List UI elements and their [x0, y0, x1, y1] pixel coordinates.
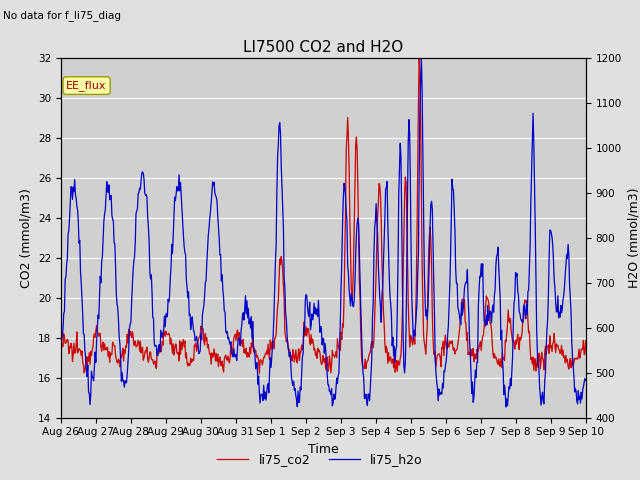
- Y-axis label: H2O (mmol/m3): H2O (mmol/m3): [627, 187, 640, 288]
- li75_h2o: [387, 301, 394, 307]
- li75_co2: [120, 348, 128, 353]
- Text: EE_flux: EE_flux: [67, 80, 107, 91]
- li75_co2: [202, 331, 209, 336]
- li75_co2: [255, 371, 263, 376]
- Y-axis label: CO2 (mmol/m3): CO2 (mmol/m3): [19, 188, 32, 288]
- Legend: li75_co2, li75_h2o: li75_co2, li75_h2o: [212, 448, 428, 471]
- li75_h2o: [417, 54, 425, 60]
- li75_co2: [582, 338, 589, 344]
- li75_co2: [173, 351, 181, 357]
- Text: No data for f_li75_diag: No data for f_li75_diag: [3, 11, 121, 22]
- Line: li75_co2: li75_co2: [61, 58, 586, 373]
- li75_h2o: [120, 384, 128, 390]
- li75_h2o: [67, 199, 74, 205]
- li75_h2o: [173, 188, 181, 193]
- li75_h2o: [202, 280, 209, 286]
- li75_co2: [67, 345, 74, 351]
- li75_co2: [415, 55, 423, 60]
- li75_co2: [403, 217, 411, 223]
- li75_co2: [388, 360, 396, 366]
- X-axis label: Time: Time: [308, 443, 339, 456]
- li75_h2o: [402, 326, 410, 332]
- li75_h2o: [502, 404, 510, 410]
- li75_h2o: [57, 360, 65, 365]
- Line: li75_h2o: li75_h2o: [61, 57, 586, 407]
- li75_h2o: [582, 377, 589, 383]
- Title: LI7500 CO2 and H2O: LI7500 CO2 and H2O: [243, 40, 403, 55]
- li75_co2: [57, 343, 65, 349]
